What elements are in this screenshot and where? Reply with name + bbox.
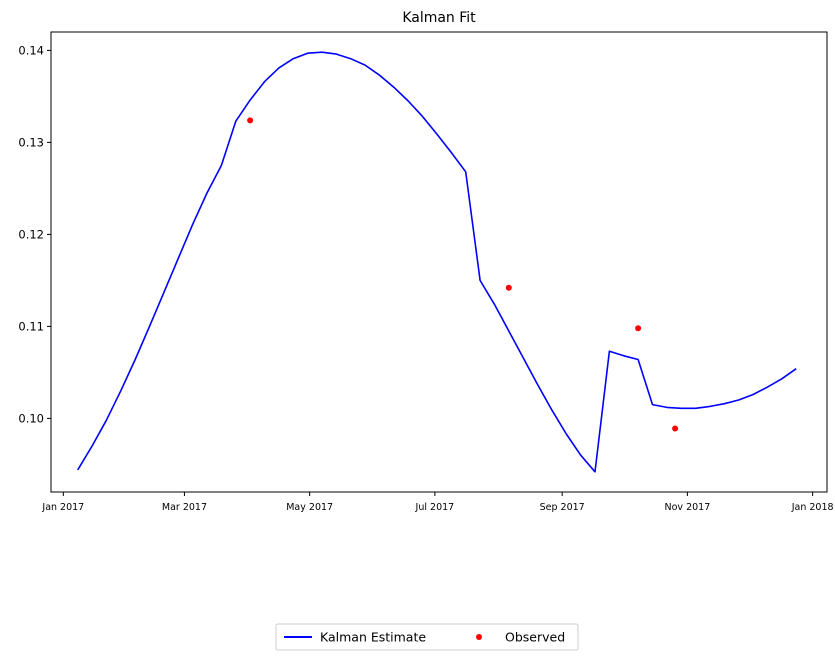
- observed-point: [672, 425, 679, 432]
- observed-point: [635, 325, 642, 332]
- observed-point: [505, 284, 512, 291]
- x-tick-label: Nov 2017: [665, 502, 711, 513]
- x-tick-label: Mar 2017: [162, 502, 207, 513]
- y-tick-label: 0.10: [18, 411, 44, 425]
- y-tick-label: 0.12: [18, 227, 44, 241]
- plot-frame: [50, 31, 828, 493]
- y-tick-label: 0.11: [18, 319, 44, 333]
- legend-label-kalman-estimate: Kalman Estimate: [320, 630, 426, 645]
- observed-point: [247, 117, 254, 124]
- y-tick-label: 0.13: [18, 135, 44, 149]
- x-tick-label: Jul 2017: [415, 502, 455, 513]
- x-axis: Jan 2017 Mar 2017 May 2017 Jul 2017 Sep 2017…: [41, 492, 834, 513]
- y-axis: 0.10 0.11 0.12 0.13 0.14: [18, 43, 51, 425]
- series-layer: [77, 51, 797, 473]
- y-tick-label: 0.14: [18, 43, 44, 57]
- kalman-estimate-line: [77, 51, 797, 473]
- x-tick-label: Jan 2017: [41, 502, 84, 513]
- legend-label-observed: Observed: [505, 630, 565, 645]
- legend-swatch-observed: [476, 634, 482, 640]
- legend-frame: [275, 623, 579, 651]
- x-tick-label: Sep 2017: [540, 502, 585, 513]
- x-tick-label: May 2017: [286, 502, 333, 513]
- chart-title: Kalman Fit: [402, 10, 476, 26]
- x-tick-label: Jan 2018: [791, 502, 834, 513]
- plot-area: 0.10 0.11 0.12 0.13 0.14 Jan 2017 Mar 2017 May…: [18, 31, 834, 513]
- legend: Kalman Estimate Observed: [275, 623, 579, 651]
